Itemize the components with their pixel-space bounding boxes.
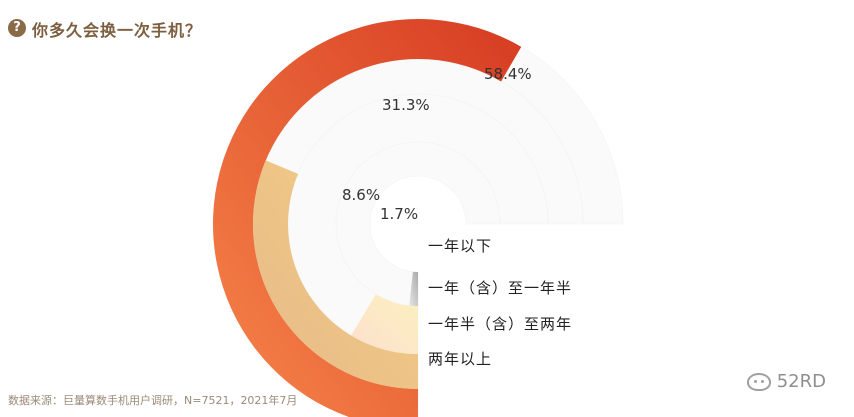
watermark: 52RD <box>746 371 826 392</box>
wechat-icon <box>746 372 771 391</box>
value-label-1: 58.4% <box>484 65 532 83</box>
watermark-text: 52RD <box>776 371 826 392</box>
value-label-2: 31.3% <box>382 96 430 114</box>
category-label-3: 一年半（含）至两年 <box>428 315 572 333</box>
ring-bar-3 <box>351 294 418 354</box>
category-label-4: 两年以上 <box>428 350 492 368</box>
ring-bar-1 <box>213 19 522 417</box>
ring-bar-2 <box>252 160 418 389</box>
category-label-1: 一年以下 <box>428 237 492 255</box>
ring-track <box>335 141 501 307</box>
question-icon: ? <box>8 19 26 37</box>
value-label-3: 8.6% <box>342 186 380 204</box>
data-source-note: 数据来源：巨量算数手机用户调研，N=7521，2021年7月 <box>8 394 298 407</box>
category-label-2: 一年（含）至一年半 <box>428 279 572 297</box>
chart-title: 你多久会换一次手机？ <box>32 21 203 40</box>
value-label-4: 1.7% <box>380 205 418 223</box>
ring-bar-4 <box>409 271 418 306</box>
